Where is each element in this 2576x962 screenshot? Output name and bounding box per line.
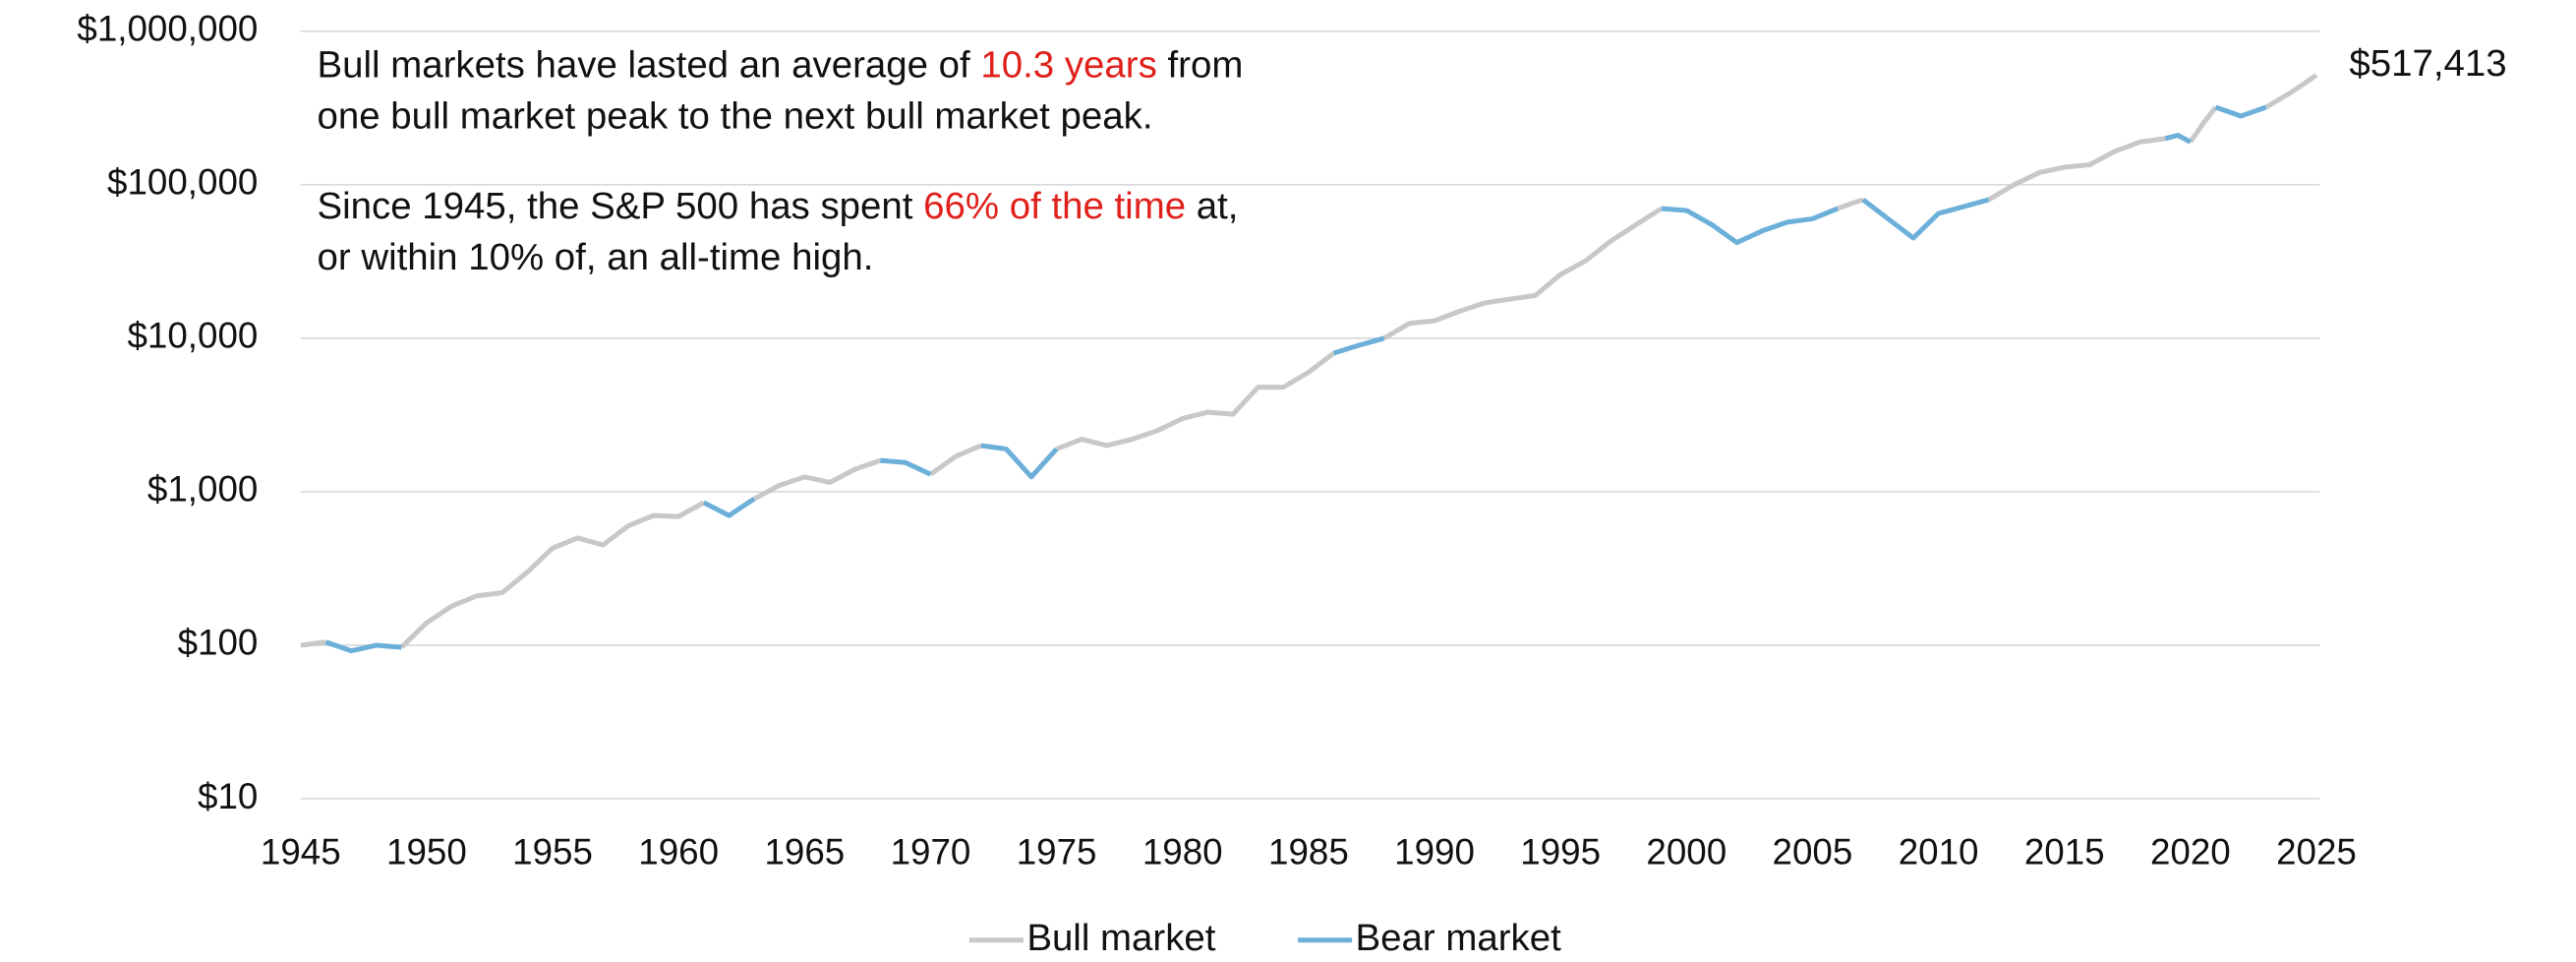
annotation-part: Bull markets have lasted an average of: [317, 44, 980, 87]
x-tick-label: 1990: [1394, 832, 1475, 872]
x-tick-label: 1985: [1268, 832, 1349, 872]
x-tick-label: 1980: [1142, 832, 1223, 872]
legend-label: Bull market: [1026, 917, 1215, 959]
annotation: one bull market peak to the next bull ma…: [317, 94, 1152, 137]
x-tick-label: 1975: [1017, 832, 1097, 872]
y-tick-label: $100,000: [107, 162, 258, 203]
y-tick-label: $10: [198, 776, 258, 816]
y-tick-label: $1,000,000: [77, 8, 258, 48]
x-tick-label: 1965: [764, 832, 845, 872]
x-tick-label: 2000: [1646, 832, 1727, 872]
annotation-part: one bull market peak to the next bull ma…: [317, 94, 1152, 137]
annotation-part: 66% of the time: [923, 185, 1186, 227]
annotation-part: or within 10% of, an all-time high.: [317, 236, 873, 278]
x-tick-label: 1970: [891, 832, 971, 872]
end-label: $517,413: [2349, 42, 2506, 85]
legend-label: Bear market: [1356, 917, 1562, 959]
x-tick-label: 2010: [1899, 832, 1979, 872]
y-tick-label: $1,000: [147, 469, 258, 510]
x-tick-label: 1945: [261, 832, 341, 872]
y-tick-label: $10,000: [127, 316, 258, 356]
series-line: [300, 73, 2318, 649]
x-tick-label: 2025: [2276, 832, 2357, 872]
x-tick-label: 1955: [512, 832, 593, 872]
series-line: [324, 104, 2267, 654]
annotation-part: 10.3 years: [980, 44, 1156, 87]
x-tick-label: 2005: [1773, 832, 1853, 872]
annotation: Bull markets have lasted an average of 1…: [317, 44, 1243, 87]
x-tick-label: 1995: [1520, 832, 1601, 872]
x-tick-label: 1950: [386, 832, 467, 872]
x-tick-label: 2020: [2150, 832, 2231, 872]
x-tick-label: 1960: [638, 832, 719, 872]
annotation-part: from: [1157, 44, 1244, 87]
annotation-part: Since 1945, the S&P 500 has spent: [317, 185, 923, 227]
annotation: or within 10% of, an all-time high.: [317, 236, 873, 278]
y-tick-label: $100: [178, 623, 259, 663]
x-tick-label: 2015: [2024, 832, 2105, 872]
annotation: Since 1945, the S&P 500 has spent 66% of…: [317, 185, 1238, 227]
annotation-part: at,: [1186, 185, 1238, 227]
